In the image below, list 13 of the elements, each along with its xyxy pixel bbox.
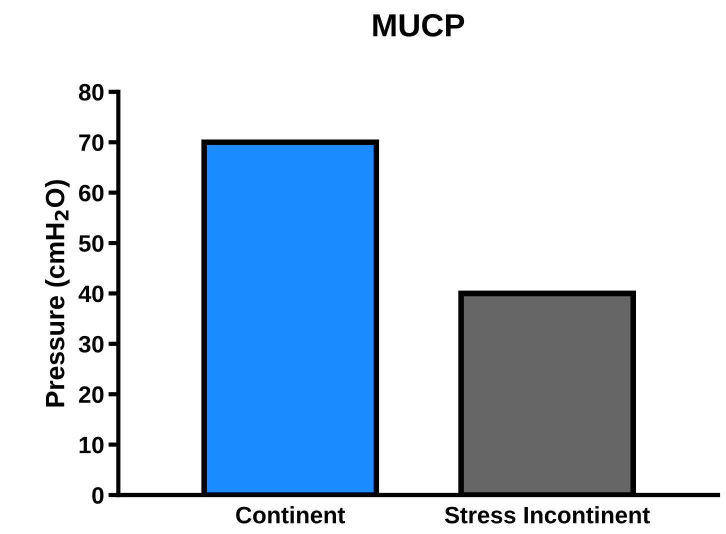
x-tick-label: Stress Incontinent	[444, 506, 650, 524]
y-tick-label: 60	[79, 184, 104, 202]
chart-title: MUCP	[373, 14, 464, 37]
y-tick-label: 0	[92, 487, 104, 504]
y-tick-label: 70	[79, 134, 104, 152]
y-tick-label: 50	[78, 235, 104, 252]
y-tick-label: 30	[78, 336, 104, 353]
x-tick-label: Continent	[236, 506, 346, 524]
y-axis-title: Pressure (cmH$_{2}$O)	[45, 180, 70, 406]
y-tick-label: 20	[79, 386, 104, 404]
y-tick-label: 10	[80, 436, 104, 454]
y-tick-label: 80	[78, 84, 104, 101]
y-tick-label: 40	[78, 286, 104, 302]
